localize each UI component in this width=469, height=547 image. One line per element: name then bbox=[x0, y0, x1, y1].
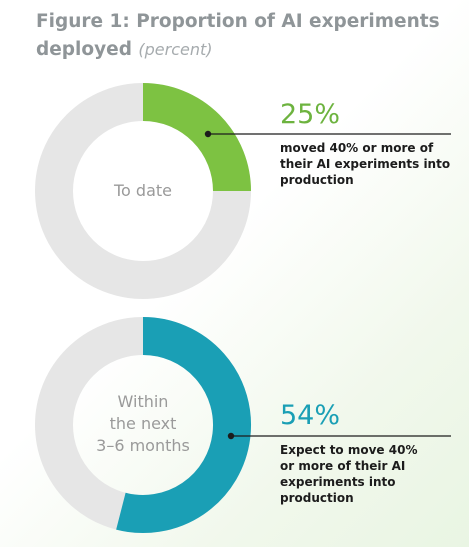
description-line: moved 40% or more of bbox=[280, 141, 434, 155]
leader-dot-1 bbox=[204, 130, 212, 138]
center-label-line: Within bbox=[117, 392, 169, 411]
description-to-date: moved 40% or more of their AI experiment… bbox=[280, 140, 460, 188]
description-next-months: Expect to move 40% or more of their AI e… bbox=[280, 442, 460, 506]
description-line: production bbox=[280, 491, 354, 505]
donut-1-value-arc bbox=[142, 83, 251, 192]
donut-to-date bbox=[35, 83, 251, 299]
chart-title: Figure 1: Proportion of AI experiments d… bbox=[36, 8, 456, 64]
value-label-next-months: 54% bbox=[280, 400, 341, 431]
leader-dot-2 bbox=[227, 432, 235, 440]
description-line: experiments into bbox=[280, 475, 396, 489]
donut-1-center-label: To date bbox=[93, 180, 193, 202]
value-label-to-date: 25% bbox=[280, 99, 341, 130]
unit-note: (percent) bbox=[138, 40, 213, 59]
donut-2-center-label: Within the next 3–6 months bbox=[73, 391, 213, 457]
title-main: Figure 1: Proportion of AI experiments bbox=[36, 11, 440, 32]
center-label-line: 3–6 months bbox=[96, 436, 190, 455]
description-line: their AI experiments into bbox=[280, 157, 451, 171]
title-line2: deployed bbox=[36, 39, 132, 60]
description-line: Expect to move 40% bbox=[280, 443, 418, 457]
center-label-line: To date bbox=[113, 181, 172, 200]
description-line: production bbox=[280, 173, 354, 187]
description-line: or more of their AI bbox=[280, 459, 406, 473]
center-label-line: the next bbox=[109, 414, 177, 433]
